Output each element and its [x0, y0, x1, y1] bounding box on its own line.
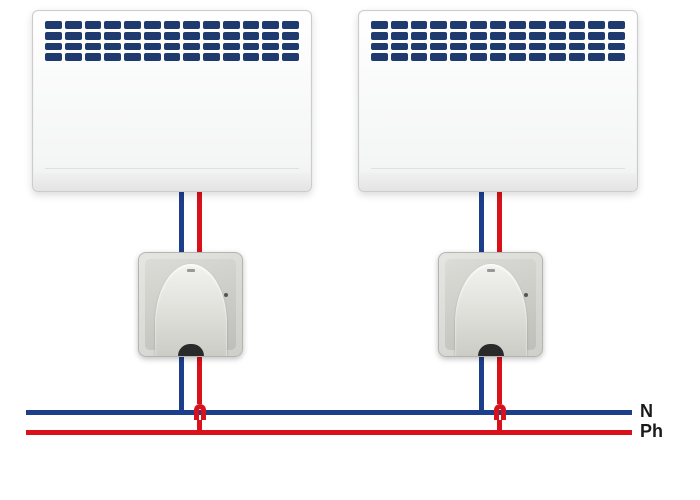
- convector-heater-right: [358, 10, 638, 192]
- wire-neutral-heater-right: [479, 192, 484, 252]
- screw-icon: [487, 269, 495, 272]
- phase-bus-wire: [26, 430, 632, 435]
- phase-label: Ph: [640, 421, 663, 442]
- wire-phase-bridge-left: [194, 404, 206, 420]
- wire-phase-drop-right-lower: [497, 420, 502, 435]
- heater-grill: [45, 21, 299, 61]
- convector-heater-left: [32, 10, 312, 192]
- neutral-bus-wire: [26, 410, 632, 415]
- cable-outlet-right: [438, 252, 543, 357]
- heater-divider: [45, 168, 299, 169]
- wire-neutral-drop-left: [179, 357, 184, 415]
- heater-divider: [371, 168, 625, 169]
- wiring-diagram-canvas: N Ph: [0, 0, 700, 500]
- heater-base: [33, 173, 311, 191]
- wire-phase-bridge-right: [494, 404, 506, 420]
- wire-neutral-heater-left: [179, 192, 184, 252]
- heater-grill: [371, 21, 625, 61]
- wire-phase-drop-left-lower: [197, 420, 202, 435]
- wire-phase-drop-right-upper: [497, 357, 502, 404]
- wire-phase-heater-right: [497, 192, 502, 252]
- screw-icon: [187, 269, 195, 272]
- indicator-dot-icon: [224, 293, 228, 297]
- wire-phase-heater-left: [197, 192, 202, 252]
- cable-outlet-left: [138, 252, 243, 357]
- wire-neutral-drop-right: [479, 357, 484, 415]
- indicator-dot-icon: [524, 293, 528, 297]
- heater-base: [359, 173, 637, 191]
- neutral-label: N: [640, 401, 653, 422]
- wire-phase-drop-left-upper: [197, 357, 202, 404]
